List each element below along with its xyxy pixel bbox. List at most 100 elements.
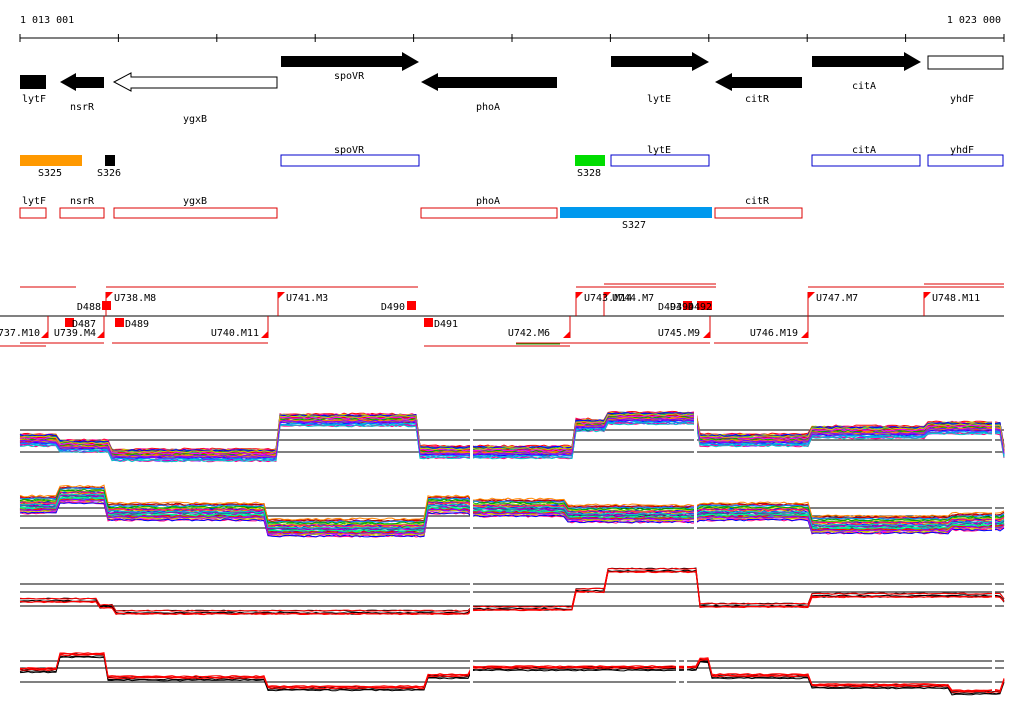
expression-trace xyxy=(20,487,1005,524)
gene-lytE[interactable]: lytE xyxy=(611,52,709,105)
expression-trace xyxy=(19,493,1005,530)
gene-phoA[interactable]: phoA xyxy=(421,73,557,113)
tss-flag-U747[interactable] xyxy=(808,292,815,299)
expression-trace xyxy=(19,655,1005,695)
segment-S327[interactable]: S327 xyxy=(560,207,712,231)
plus-box-spoVR[interactable]: spoVR xyxy=(280,145,420,167)
tss-flag-U748[interactable] xyxy=(924,292,931,299)
plus-box-lytE[interactable]: lytE xyxy=(610,145,710,167)
gene-label-nsrR: nsrR xyxy=(70,102,95,113)
minus-box-nsrR[interactable]: nsrR xyxy=(59,196,105,219)
expression-panel-3 xyxy=(19,554,1005,616)
segment-S326[interactable]: S326 xyxy=(97,155,121,179)
expression-panel-1 xyxy=(19,400,1005,463)
tss-flag-U738[interactable] xyxy=(106,292,113,299)
gene-label-phoA: phoA xyxy=(476,102,500,113)
gene-ygxB[interactable]: ygxB xyxy=(112,72,278,125)
minus-box-ygxB[interactable]: ygxB xyxy=(113,196,278,219)
segment-S325[interactable]: S325 xyxy=(20,155,82,179)
d-label-D490: D490 xyxy=(381,302,405,313)
tss-label-U746: U746.M19 xyxy=(750,328,798,339)
d-marker-D491[interactable] xyxy=(424,318,433,327)
expression-trace xyxy=(19,485,1005,522)
gene-yhdF[interactable]: yhdF xyxy=(927,55,1004,105)
tss-label-U737: U737.M10 xyxy=(0,328,40,339)
gene-spoVR[interactable]: spoVR xyxy=(281,52,419,82)
gene-lytF[interactable]: lytF xyxy=(20,75,46,105)
tss-flag-U745[interactable] xyxy=(703,331,710,338)
expression-trace xyxy=(19,653,1005,692)
plus-box-yhdF[interactable]: yhdF xyxy=(927,145,1004,167)
tss-flag-U739[interactable] xyxy=(97,331,104,338)
tss-flag-U740[interactable] xyxy=(261,331,268,338)
tss-label-U741: U741.M3 xyxy=(286,293,328,304)
d-marker-D487[interactable] xyxy=(65,318,74,327)
tss-flag-U737[interactable] xyxy=(41,331,48,338)
minus-box-label-citR: citR xyxy=(745,196,770,207)
gene-label-ygxB: ygxB xyxy=(183,114,207,125)
segment-label-S327: S327 xyxy=(622,220,646,231)
expression-trace xyxy=(19,491,1005,528)
d-marker-D488[interactable] xyxy=(102,301,111,310)
gene-label-yhdF: yhdF xyxy=(950,94,974,105)
plus-box-citA[interactable]: citA xyxy=(811,145,921,167)
tss-label-U747: U747.M7 xyxy=(816,293,858,304)
segment-S328[interactable]: S328 xyxy=(575,155,605,179)
expression-trace xyxy=(19,567,1005,612)
tss-label-U742: U742.M6 xyxy=(508,328,550,339)
d-marker-D493[interactable] xyxy=(683,301,692,310)
gene-annotation-track: lytF nsrR ygxB spoVR phoA lytE citR cit xyxy=(20,52,1004,125)
d-label-D491: D491 xyxy=(434,319,458,330)
gene-label-lytF: lytF xyxy=(22,94,46,105)
expression-trace xyxy=(19,484,1005,521)
d-marker-D492[interactable] xyxy=(697,301,712,310)
expression-profiles xyxy=(19,400,1005,696)
minus-box-label-lytF: lytF xyxy=(22,196,46,207)
minus-box-label-ygxB: ygxB xyxy=(183,196,207,207)
d-marker-D489[interactable] xyxy=(115,318,124,327)
tss-label-U739: U739.M4 xyxy=(54,328,96,339)
tss-flag-U746[interactable] xyxy=(801,331,808,338)
expression-panel-4 xyxy=(19,631,1005,696)
expression-trace xyxy=(19,498,1005,535)
tss-flag-U741[interactable] xyxy=(278,292,285,299)
expression-trace xyxy=(19,413,1005,454)
gene-label-lytE: lytE xyxy=(647,94,671,105)
tss-flag-U744[interactable] xyxy=(604,292,611,299)
ruler-end-label: 1 023 000 xyxy=(947,15,1001,26)
d-label-D493: D493 xyxy=(658,302,682,313)
gene-citA[interactable]: citA xyxy=(812,52,921,92)
expression-trace xyxy=(19,656,1005,696)
d-label-D494: D494 xyxy=(670,302,694,313)
coordinate-ruler: 1 013 001 1 023 000 xyxy=(19,15,1005,42)
minus-box-lytF[interactable]: lytF xyxy=(19,196,47,219)
expression-trace xyxy=(19,496,1005,533)
minus-box-citR[interactable]: citR xyxy=(714,196,803,219)
gene-label-citA: citA xyxy=(852,81,876,92)
gene-label-citR: citR xyxy=(745,94,770,105)
expression-trace xyxy=(19,411,1005,452)
expression-panel-2 xyxy=(19,478,1005,538)
plus-box-label-spoVR: spoVR xyxy=(334,145,365,156)
d-label-D489: D489 xyxy=(125,319,149,330)
segment-label-S326: S326 xyxy=(97,168,121,179)
minus-box-phoA[interactable]: phoA xyxy=(420,196,558,219)
d-marker-D490[interactable] xyxy=(407,301,416,310)
gene-citR[interactable]: citR xyxy=(715,73,802,105)
plus-box-label-yhdF: yhdF xyxy=(950,145,974,156)
expression-trace xyxy=(19,652,1005,692)
expression-trace xyxy=(19,420,1005,461)
tss-flag-U742[interactable] xyxy=(563,331,570,338)
segment-label-S325: S325 xyxy=(38,168,62,179)
tss-flag-U743[interactable] xyxy=(576,292,583,299)
tss-label-U748: U748.M11 xyxy=(932,293,980,304)
gene-nsrR[interactable]: nsrR xyxy=(60,73,104,113)
plus-strand-track: S325 S326 S328 spoVR lytE citA yhdF xyxy=(20,145,1004,179)
plus-box-label-citA: citA xyxy=(852,145,876,156)
expression-trace xyxy=(19,488,1005,525)
tss-label-U745: U745.M9 xyxy=(658,328,700,339)
minus-box-label-nsrR: nsrR xyxy=(70,196,95,207)
expression-trace xyxy=(19,417,1005,458)
